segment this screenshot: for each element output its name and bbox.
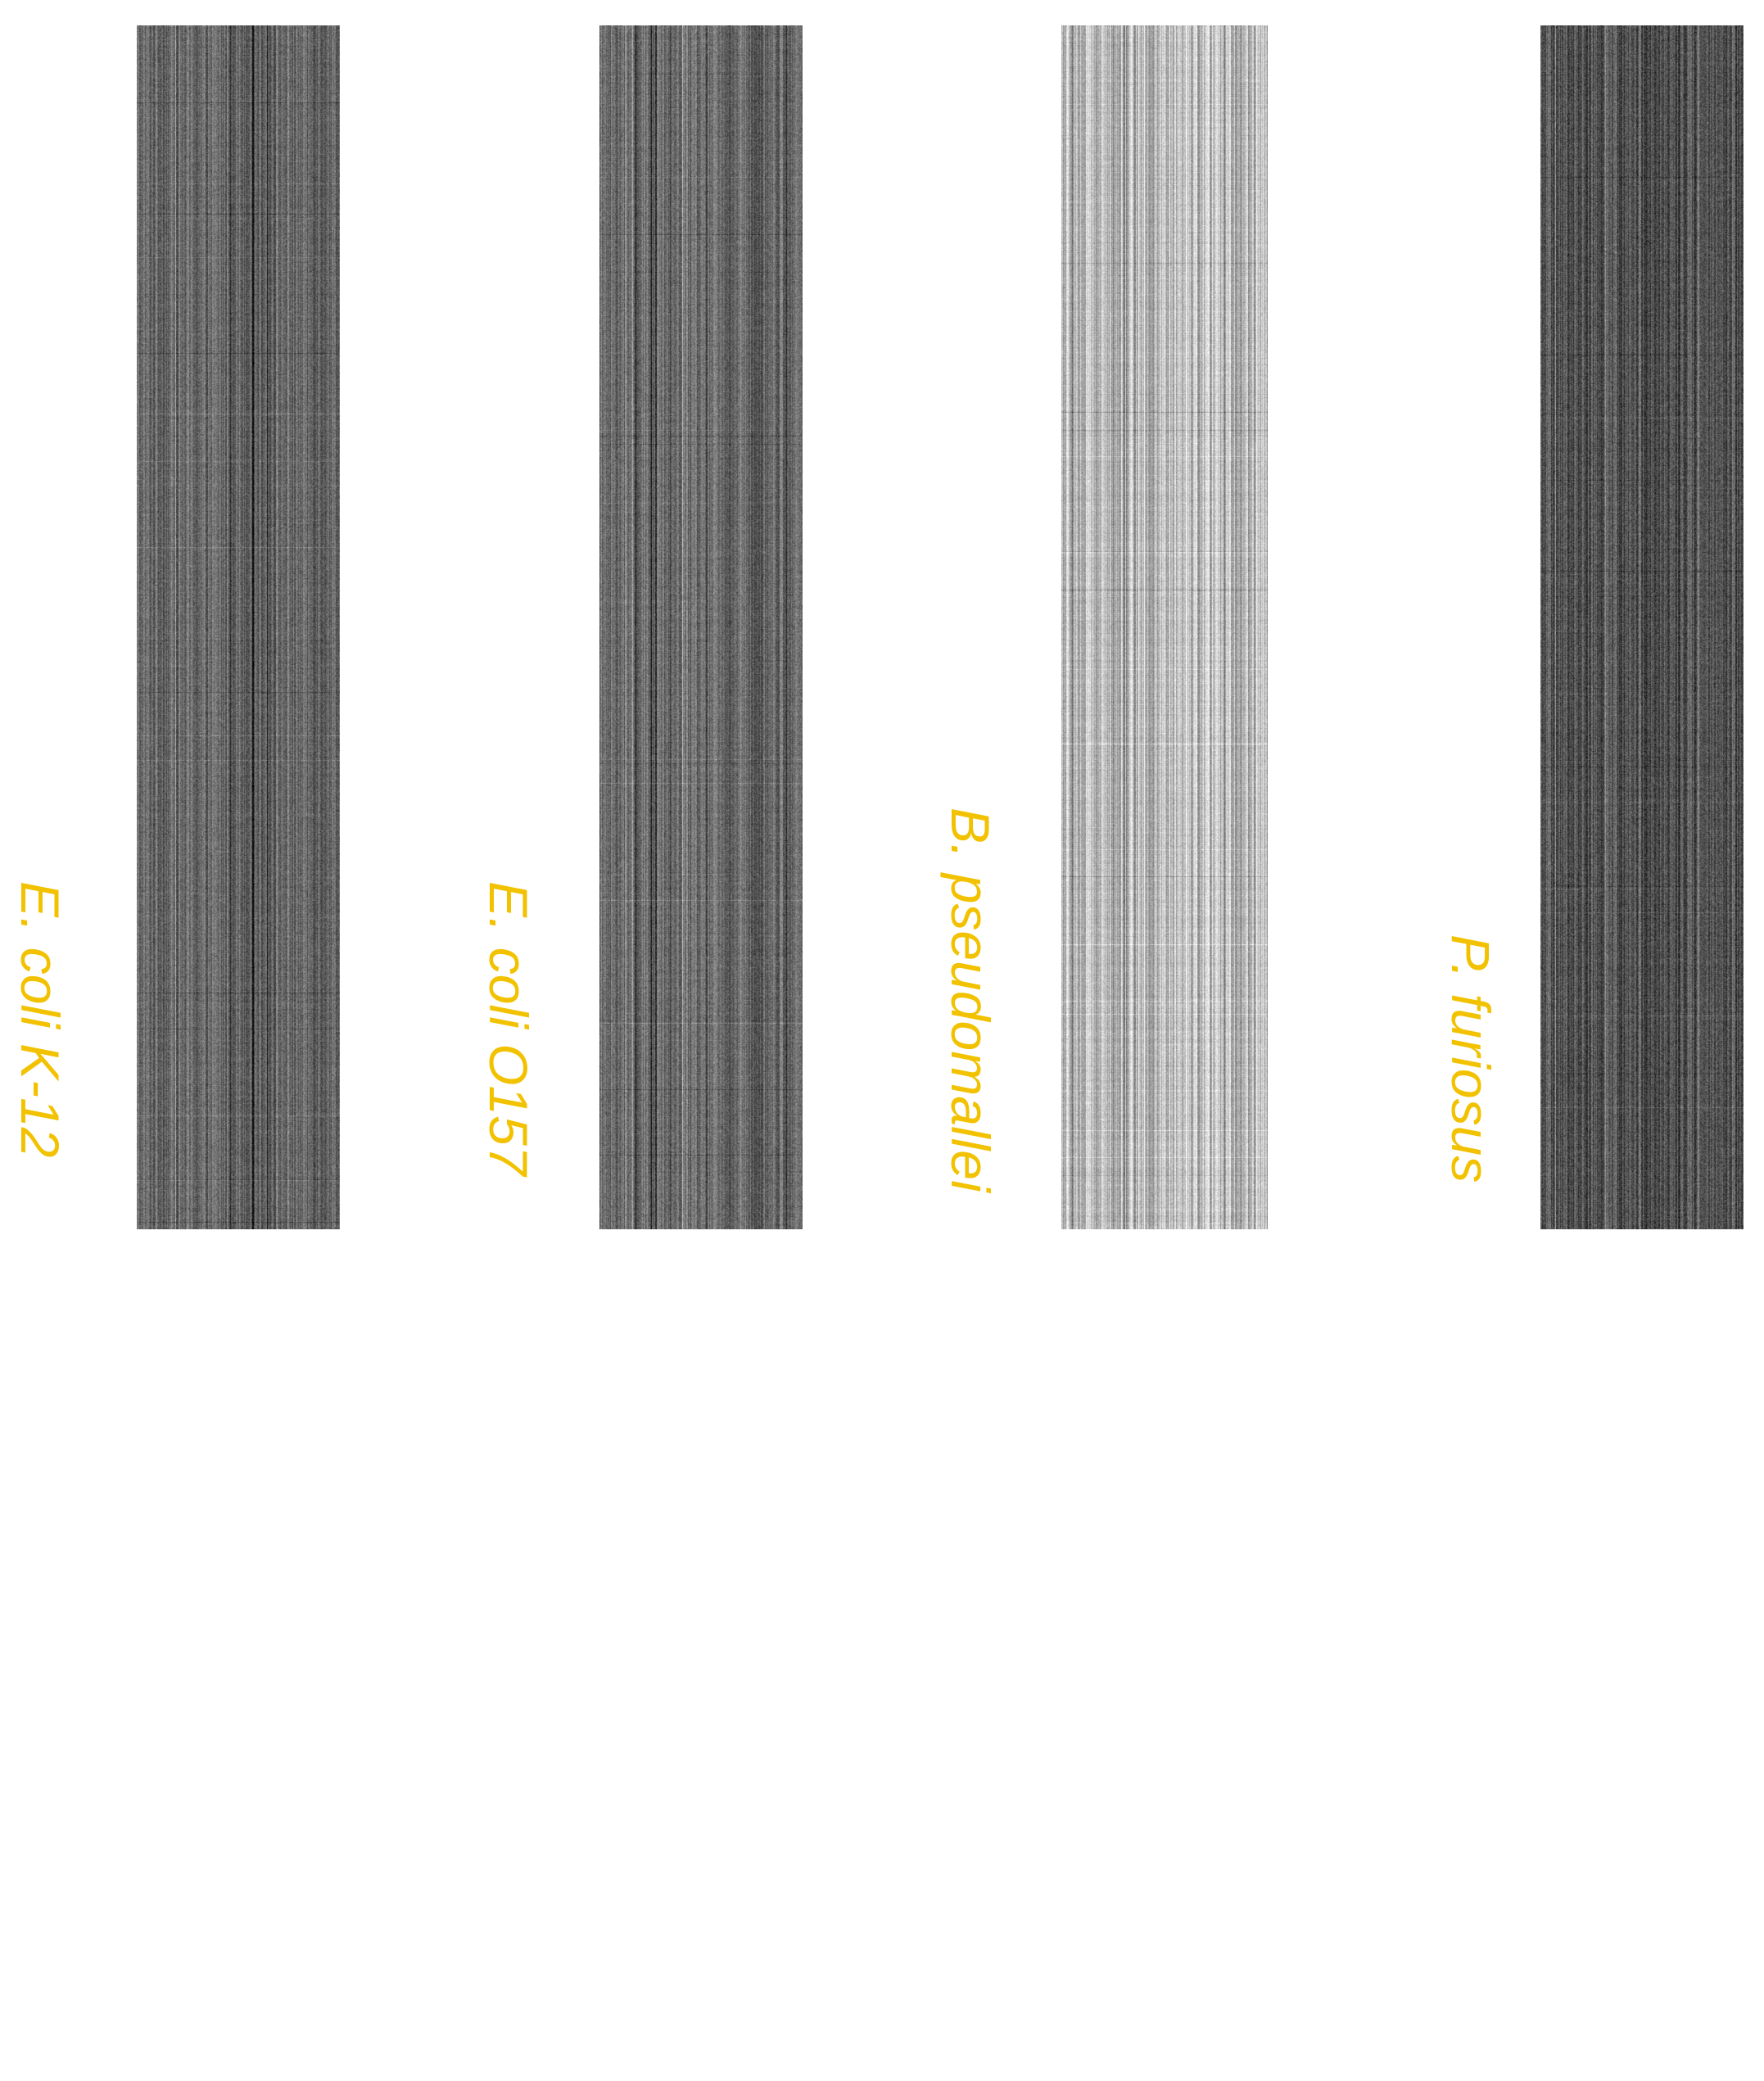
panel-ecoli-k12: E. coli K-12 <box>0 25 344 1229</box>
barcode-canvas <box>1540 25 1744 1229</box>
species-label-b-pseudomallei: B. pseudomallei <box>940 808 1001 1192</box>
barcode-ecoli-k12 <box>137 25 340 1229</box>
panel-p-furiosus: P. furiosus <box>1400 25 1764 1229</box>
barcode-canvas <box>1061 25 1268 1229</box>
barcode-b-pseudomallei <box>1061 25 1268 1229</box>
species-label-p-furiosus: P. furiosus <box>1441 934 1501 1183</box>
barcode-ecoli-o157 <box>599 25 803 1229</box>
genome-barcode-figure: E. coli K-12 E. coli O157 B. pseudomalle… <box>0 25 1764 1229</box>
barcode-canvas <box>137 25 340 1229</box>
barcode-p-furiosus <box>1540 25 1744 1229</box>
panel-ecoli-o157: E. coli O157 <box>459 25 811 1229</box>
panel-b-pseudomallei: B. pseudomallei <box>925 25 1278 1229</box>
species-label-ecoli-o157: E. coli O157 <box>478 881 539 1176</box>
species-label-ecoli-k12: E. coli K-12 <box>10 881 70 1158</box>
barcode-canvas <box>599 25 803 1229</box>
